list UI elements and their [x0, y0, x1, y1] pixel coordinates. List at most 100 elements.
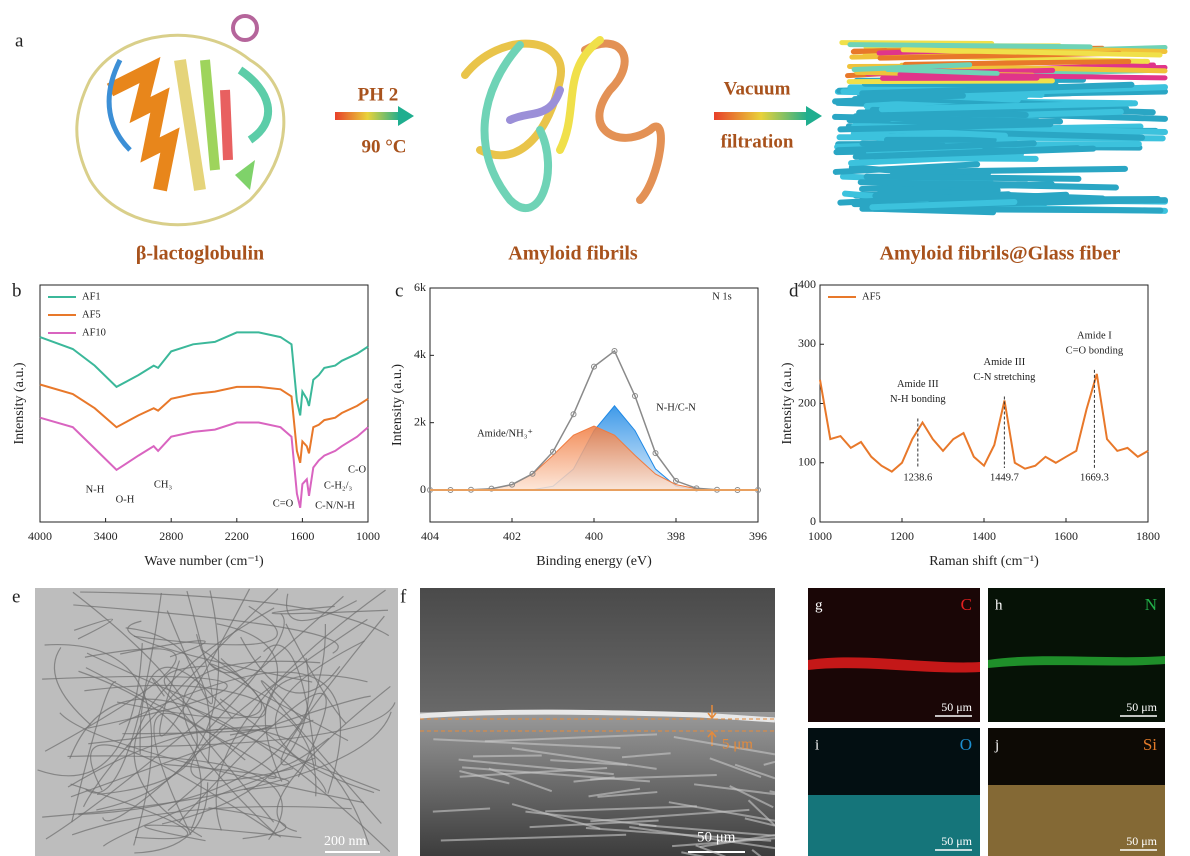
x-tick-label: 402: [503, 529, 521, 543]
peak-label: N-H bonding: [890, 394, 946, 405]
scale-label: 50 μm: [697, 829, 736, 845]
chart: 1000 1200 1400 1600 1800 0 100 200 300 400 Raman s…: [780, 277, 1160, 569]
element-label: N: [1145, 595, 1157, 614]
annotation: N-H: [86, 484, 105, 495]
peak-label: C=O bonding: [1066, 345, 1124, 356]
y-axis-title: Intensity (a.u.): [390, 364, 405, 446]
y-tick-label: 400: [798, 277, 816, 291]
peak-label: Amide III: [897, 379, 939, 390]
x-tick-label: 1800: [1136, 529, 1160, 543]
x-tick-label: 1000: [356, 529, 380, 543]
peak-position: 1669.3: [1080, 472, 1109, 483]
panel-letter: g: [815, 597, 823, 613]
condition-temperature: 90 °C: [361, 136, 406, 157]
x-tick-label: 396: [749, 529, 767, 543]
annotation: N 1s: [712, 291, 732, 302]
annotation: C-N/N-H: [315, 500, 355, 511]
legend-label: AF5: [82, 309, 101, 320]
scale-label: 50 μm: [941, 834, 972, 848]
element-label: C: [961, 595, 972, 614]
arrow: [714, 112, 808, 120]
charts: 400034002800220016001000Wave number (cm⁻…: [12, 277, 1160, 569]
panel-letter: f: [400, 586, 407, 607]
protein-illustration: [77, 16, 284, 225]
figure: PH 2 90 °C Vacuum filtration β-lactoglob…: [0, 0, 1190, 856]
peak-position: 1449.7: [990, 472, 1019, 483]
y-tick-label: 200: [798, 395, 816, 409]
x-tick-label: 4000: [28, 529, 52, 543]
chart: 404 402 400 398 396 0 2k 4k 6k Binding energy (eV…: [390, 280, 767, 569]
x-tick-label: 1000: [808, 529, 832, 543]
caption: Amyloid fibrils@Glass fiber: [880, 243, 1121, 265]
x-tick-label: 404: [421, 529, 439, 543]
annotation: C-O: [348, 464, 367, 475]
peak-position: 1238.6: [903, 472, 932, 483]
y-axis-title: Intensity (a.u.): [12, 362, 27, 444]
x-tick-label: 1600: [1054, 529, 1078, 543]
x-tick-label: 400: [585, 529, 603, 543]
x-tick-label: 1200: [890, 529, 914, 543]
fiber: [473, 755, 542, 756]
condition-filtration: filtration: [721, 131, 794, 152]
chart: 400034002800220016001000Wave number (cm⁻…: [12, 285, 380, 569]
y-tick-label: 2k: [414, 414, 426, 428]
panel-letter: e: [12, 586, 20, 607]
scale-label: 50 μm: [941, 700, 972, 714]
series-label: Amide/NH₃⁺: [477, 428, 533, 439]
y-tick-label: 0: [810, 514, 816, 528]
fiber: [882, 113, 1026, 115]
fiber: [770, 791, 775, 792]
element-label: O: [960, 735, 972, 754]
annotation: C-H₂/₃: [324, 480, 353, 491]
scale-label: 200 nm: [324, 834, 367, 849]
x-tick-label: 3400: [94, 529, 118, 543]
peak-label: Amide I: [1077, 330, 1112, 341]
y-tick-label: 100: [798, 455, 816, 469]
annotation: O-H: [116, 494, 135, 505]
panel-letter: b: [12, 280, 22, 301]
plot-frame: [820, 285, 1148, 522]
y-tick-label: 4k: [414, 347, 426, 361]
x-axis-title: Raman shift (cm⁻¹): [929, 554, 1039, 569]
series-label: N-H/C-N: [656, 402, 696, 413]
legend-label: AF1: [82, 291, 101, 302]
y-tick-label: 0: [420, 482, 426, 496]
arrow: [335, 112, 400, 120]
legend-label: AF5: [862, 291, 881, 302]
panel-letter: a: [15, 30, 24, 51]
peak-label: C-N stretching: [973, 372, 1036, 383]
caption: β-lactoglobulin: [136, 243, 264, 265]
arrow-head: [806, 106, 822, 126]
series-line: [820, 374, 1148, 472]
panel-letter: j: [994, 737, 999, 753]
legend-label: AF10: [82, 327, 106, 338]
x-tick-label: 1400: [972, 529, 996, 543]
thickness-label: 5 μm: [722, 736, 753, 752]
annotation: CH₃: [154, 479, 173, 490]
y-tick-label: 6k: [414, 280, 426, 294]
fiber: [863, 143, 944, 145]
panel-letter: c: [395, 280, 403, 301]
condition-ph: PH 2: [358, 84, 399, 105]
y-axis-title: Intensity (a.u.): [780, 362, 795, 444]
x-axis-title: Wave number (cm⁻¹): [144, 554, 264, 569]
x-axis-title: Binding energy (eV): [536, 554, 652, 569]
annotation: C=O: [273, 498, 294, 509]
arrow-head: [398, 106, 414, 126]
panel-letter: h: [995, 597, 1003, 613]
condition-vacuum: Vacuum: [724, 78, 791, 99]
tem-image: [35, 588, 398, 856]
sem-image: [420, 588, 775, 856]
series-line: [40, 385, 368, 463]
element-label: Si: [1143, 735, 1157, 754]
panel-letter: i: [815, 737, 819, 753]
x-tick-label: 398: [667, 529, 685, 543]
fiber: [867, 177, 1079, 179]
scale-label: 50 μm: [1126, 700, 1157, 714]
fibril-illustration: [465, 40, 661, 208]
fibril: [849, 81, 1052, 82]
y-tick-label: 300: [798, 336, 816, 350]
scale-label: 50 μm: [1126, 834, 1157, 848]
fiber: [855, 96, 963, 99]
caption: Amyloid fibrils: [508, 243, 638, 265]
